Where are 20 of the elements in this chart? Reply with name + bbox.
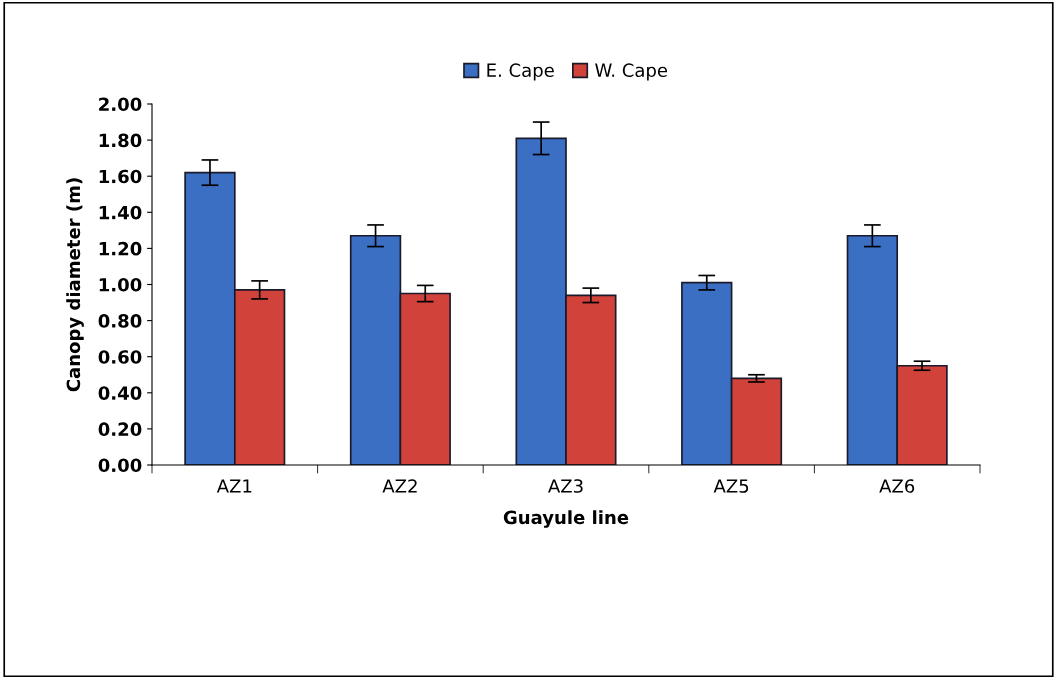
y-tick-label: 1.80 [99,133,142,148]
x-tick-label: AZ5 [713,479,749,493]
x-tick-label: AZ6 [879,479,915,493]
y-tick-label: 1.60 [99,169,142,184]
y-tick-label: 0.00 [98,458,142,473]
x-tick-label: AZ1 [216,479,252,493]
y-tick-label: 0.60 [98,350,142,364]
y-tick-label: 2.00 [99,97,142,112]
legend-label: W. Cape [595,63,668,81]
y-tick-label: 0.20 [98,422,142,437]
x-tick-label: AZ2 [382,479,417,493]
y-tick-label: 0.80 [98,314,142,328]
y-tick-label: 1.40 [99,205,142,220]
y-tick-label: 0.40 [98,386,142,400]
legend-label: E. Cape [487,63,554,81]
x-tick-label: AZ3 [548,479,583,493]
y-tick-label: 1.00 [99,277,142,292]
x-axis-title: Guayule line [503,510,629,528]
y-tick-label: 1.20 [99,241,142,256]
y-axis-title: Canopy diameter (m) [66,178,84,392]
